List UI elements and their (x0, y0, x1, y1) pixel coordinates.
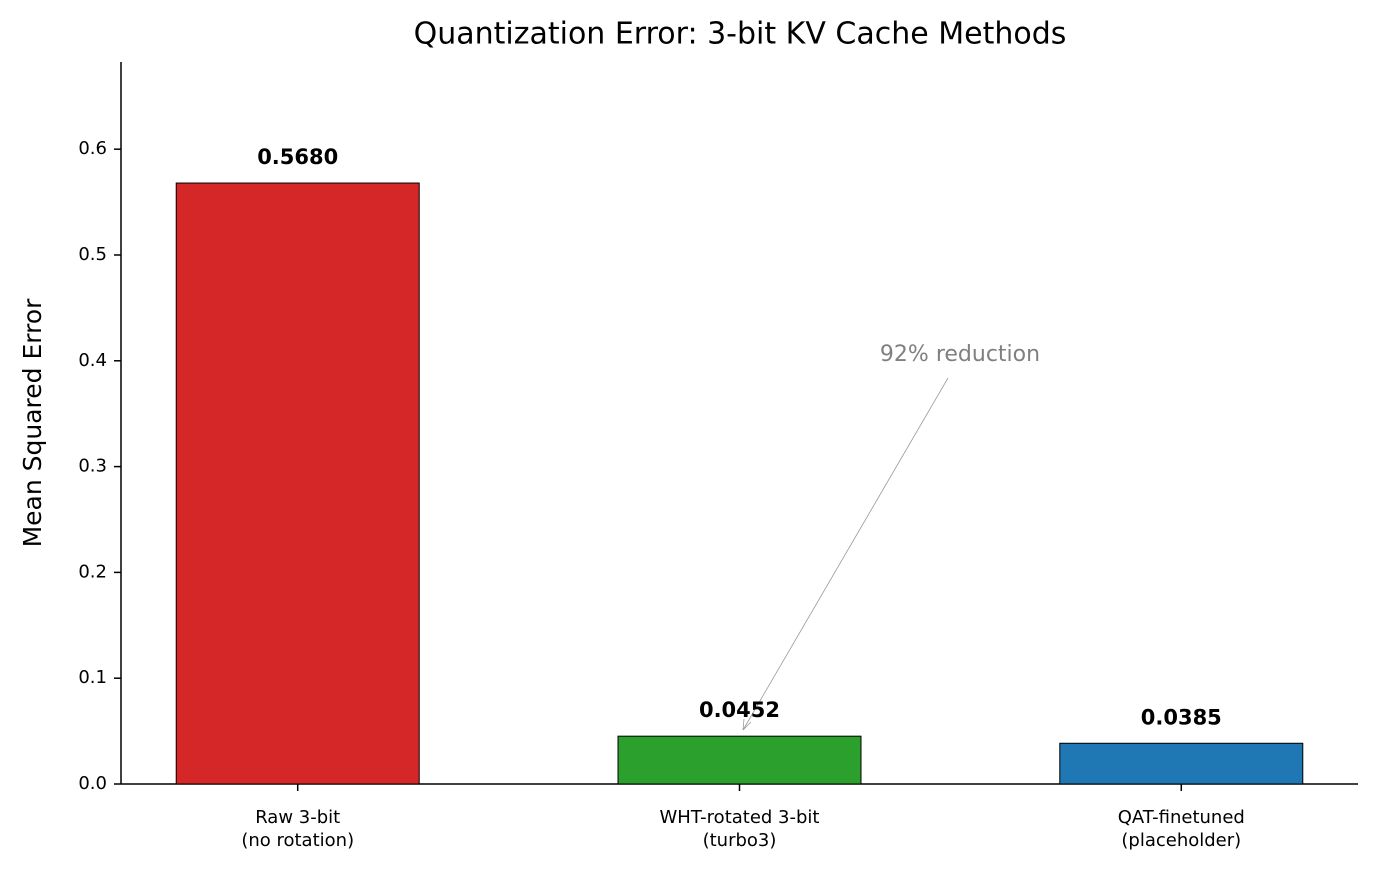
value-label: 0.0385 (1141, 705, 1222, 729)
annotation: 92% reduction (880, 342, 1040, 367)
y-tick-label: 0.5 (78, 244, 107, 265)
bar (617, 735, 862, 785)
y-tick-label: 0.1 (78, 667, 107, 688)
y-axis-label: Mean Squared Error (18, 298, 47, 548)
annotation-arrow (742, 377, 949, 731)
bar (1059, 742, 1304, 785)
x-tick-label: QAT-finetuned (placeholder) (1117, 807, 1245, 851)
x-tick-label: Raw 3-bit (no rotation) (241, 807, 355, 851)
y-tick-label: 0.3 (78, 456, 107, 477)
value-label: 0.0452 (699, 698, 780, 722)
y-tick-label: 0.4 (78, 350, 107, 371)
bar (175, 182, 420, 785)
x-tick-label: WHT-rotated 3-bit (turbo3) (659, 807, 820, 851)
chart-title: Quantization Error: 3-bit KV Cache Metho… (414, 17, 1067, 52)
y-tick-label: 0.0 (78, 773, 107, 794)
value-label: 0.5680 (257, 145, 338, 169)
arrow-head (742, 718, 752, 731)
y-tick-label: 0.2 (78, 561, 107, 582)
y-tick-label: 0.6 (78, 138, 107, 159)
